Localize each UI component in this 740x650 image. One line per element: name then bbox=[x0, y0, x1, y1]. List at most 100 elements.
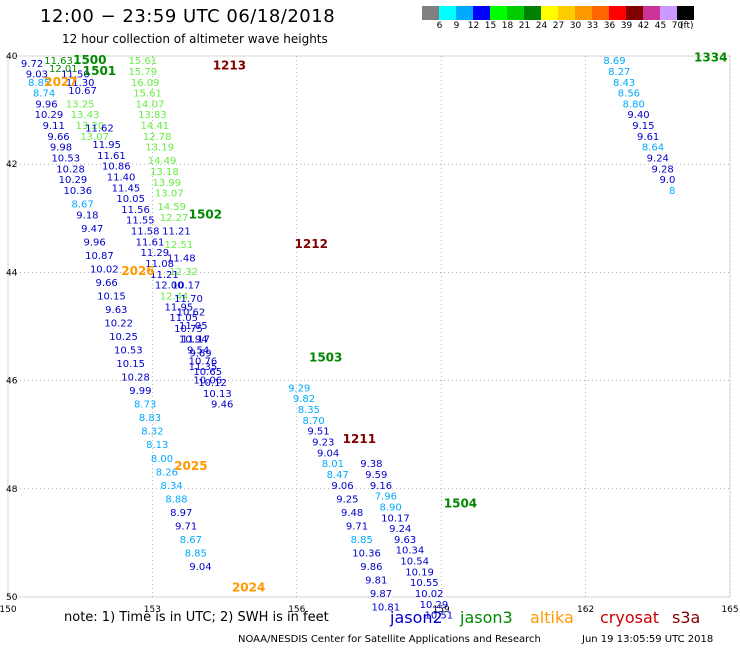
wave-height-value: 11.29 bbox=[140, 248, 169, 259]
wave-height-value: 9.03 bbox=[26, 70, 48, 81]
x-tick-label: 150 bbox=[0, 605, 17, 615]
page-title: 12:00 − 23:59 UTC 06/18/2018 bbox=[40, 6, 336, 27]
pass-label: 1500 bbox=[73, 53, 106, 67]
wave-height-value: 9.11 bbox=[43, 121, 65, 132]
x-tick-label: 156 bbox=[288, 605, 305, 615]
wave-height-value: 9.82 bbox=[293, 394, 315, 405]
wave-height-value: 10.29 bbox=[420, 600, 449, 611]
wave-height-value: 9.63 bbox=[105, 305, 127, 316]
wave-height-value: 10.36 bbox=[352, 548, 381, 559]
wave-height-value: 11.56 bbox=[121, 205, 150, 216]
wave-height-value: 11.05 bbox=[169, 313, 198, 324]
legend-jason2: jason2 bbox=[390, 608, 443, 627]
pass-label: 2025 bbox=[174, 459, 207, 473]
wave-height-value: 9.06 bbox=[331, 481, 353, 492]
wave-height-value: 10.15 bbox=[116, 359, 145, 370]
wave-height-value: 10.76 bbox=[189, 356, 218, 367]
wave-height-value: 10.17 bbox=[172, 281, 201, 292]
wave-height-value: 10.12 bbox=[198, 378, 227, 389]
y-tick-label: 46 bbox=[6, 377, 18, 387]
wave-height-value: 9.59 bbox=[365, 470, 387, 481]
legend-s3a: s3a bbox=[672, 608, 701, 627]
wave-height-value: 11.21 bbox=[150, 270, 179, 281]
wave-height-value: 11.21 bbox=[162, 227, 191, 238]
wave-height-value: 11.48 bbox=[167, 254, 196, 265]
wave-height-value: 9.24 bbox=[389, 524, 411, 535]
wave-height-value: 8 bbox=[669, 186, 675, 197]
color-scale-label: 24 bbox=[535, 21, 548, 31]
color-scale-swatch bbox=[592, 6, 609, 20]
wave-height-value: 14.07 bbox=[136, 99, 165, 110]
pass-label: 1504 bbox=[444, 497, 477, 511]
color-scale-swatch bbox=[473, 6, 490, 20]
wave-height-value: 9.72 bbox=[21, 59, 43, 70]
wave-height-value: 11.17 bbox=[181, 335, 210, 346]
wave-height-value: 12.78 bbox=[143, 132, 172, 143]
wave-height-value: 11.61 bbox=[136, 237, 165, 248]
y-tick-label: 50 bbox=[6, 593, 18, 603]
wave-height-value: 11.62 bbox=[85, 124, 114, 135]
wave-height-value: 10.86 bbox=[102, 162, 131, 173]
wave-height-value: 14.41 bbox=[140, 121, 169, 132]
map-grid bbox=[7, 55, 731, 598]
x-tick-label: 165 bbox=[721, 605, 738, 615]
wave-height-value: 10.94 bbox=[179, 335, 208, 346]
wave-height-value: 10.13 bbox=[203, 389, 232, 400]
wave-height-value: 8.26 bbox=[156, 467, 178, 478]
wave-height-value: 7.96 bbox=[375, 492, 397, 503]
wave-height-value: 8.83 bbox=[139, 413, 161, 424]
wave-height-value: 13.07 bbox=[80, 132, 109, 143]
wave-height-value: 11.50 bbox=[61, 70, 90, 81]
wave-height-value: 10.53 bbox=[114, 346, 143, 357]
wave-height-value: 10.51 bbox=[424, 611, 453, 622]
wave-height-value: 11.95 bbox=[165, 302, 194, 313]
wave-height-value: 8.74 bbox=[33, 89, 55, 100]
wave-height-value: 13.19 bbox=[145, 143, 174, 154]
color-scale-label: 27 bbox=[552, 21, 565, 31]
wave-height-value: 11.95 bbox=[92, 140, 121, 151]
wave-height-value: 9.28 bbox=[651, 164, 673, 175]
wave-height-value: 15.79 bbox=[128, 67, 157, 78]
wave-height-value: 8.85 bbox=[351, 535, 373, 546]
wave-height-value: 9.40 bbox=[627, 110, 649, 121]
wave-height-value: 11.30 bbox=[66, 78, 95, 89]
wave-height-value: 8.43 bbox=[613, 78, 635, 89]
wave-height-value: 9.87 bbox=[370, 589, 392, 600]
legend-cryosat: cryosat bbox=[600, 608, 660, 627]
wave-height-value: 8.70 bbox=[303, 416, 325, 427]
wave-height-value: 10.19 bbox=[405, 567, 434, 578]
pass-label: 1502 bbox=[189, 207, 222, 221]
map-axes: 150 153 156 159 162 165 40 42 44 46 48 50 bbox=[0, 52, 739, 615]
x-tick-label: 159 bbox=[433, 605, 450, 615]
wave-height-value: 9.66 bbox=[96, 278, 118, 289]
plot-frame bbox=[7, 55, 731, 598]
x-tick-label: 153 bbox=[144, 605, 161, 615]
wave-height-value: 9.61 bbox=[637, 132, 659, 143]
pass-label: 1213 bbox=[213, 59, 246, 73]
wave-height-value: 12.51 bbox=[165, 240, 194, 251]
color-scale-label: 9 bbox=[453, 21, 460, 31]
color-scale-swatch bbox=[660, 6, 677, 20]
pass-label: 1211 bbox=[343, 432, 376, 446]
wave-height-value: 10.17 bbox=[381, 513, 410, 524]
wave-height-value: 12.32 bbox=[169, 267, 198, 278]
color-scale-swatch bbox=[609, 6, 626, 20]
wave-height-value: 10.29 bbox=[59, 175, 88, 186]
y-tick-label: 44 bbox=[6, 268, 18, 278]
wave-height-value: 10.81 bbox=[372, 603, 401, 614]
wave-height-value: 10.22 bbox=[104, 319, 133, 330]
wave-height-value: 10.55 bbox=[410, 578, 439, 589]
wave-height-value: 15.61 bbox=[133, 89, 162, 100]
color-scale-label: 18 bbox=[501, 21, 514, 31]
wave-height-value: 9.0 bbox=[659, 175, 675, 186]
wave-height-value: 8.32 bbox=[141, 427, 163, 438]
wave-height-value: 9.25 bbox=[336, 494, 358, 505]
wave-height-value: 10.67 bbox=[68, 86, 97, 97]
wave-height-value: 13.43 bbox=[71, 110, 100, 121]
wave-height-value: 10.87 bbox=[85, 251, 114, 262]
color-scale-label: 45 bbox=[654, 21, 667, 31]
color-scale-swatch bbox=[422, 6, 439, 20]
wave-height-value: 11.58 bbox=[131, 227, 160, 238]
